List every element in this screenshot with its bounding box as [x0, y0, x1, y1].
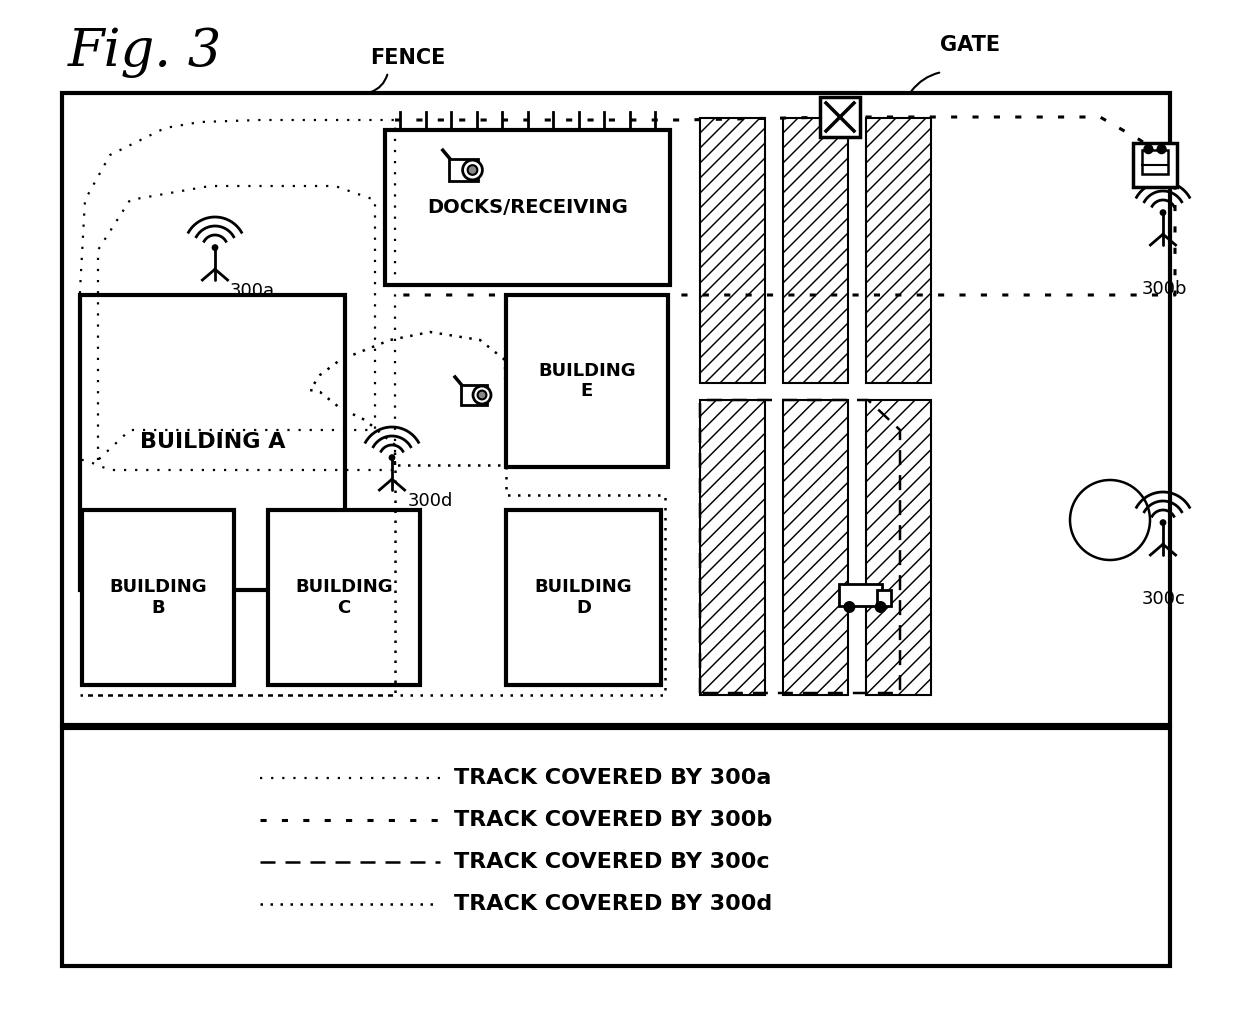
- FancyBboxPatch shape: [62, 728, 1171, 966]
- Circle shape: [467, 165, 477, 175]
- Text: GATE: GATE: [940, 35, 1001, 55]
- Circle shape: [1157, 145, 1166, 154]
- Circle shape: [1145, 145, 1153, 154]
- Text: BUILDING
C: BUILDING C: [295, 578, 393, 617]
- FancyBboxPatch shape: [701, 400, 765, 695]
- Circle shape: [463, 160, 482, 180]
- FancyBboxPatch shape: [384, 130, 670, 286]
- Text: BUILDING
E: BUILDING E: [538, 362, 636, 401]
- FancyBboxPatch shape: [449, 159, 477, 181]
- FancyBboxPatch shape: [1142, 150, 1168, 174]
- FancyBboxPatch shape: [866, 400, 931, 695]
- FancyBboxPatch shape: [461, 385, 487, 405]
- Text: BUILDING
D: BUILDING D: [534, 578, 632, 617]
- Circle shape: [875, 602, 885, 612]
- Text: FENCE: FENCE: [370, 48, 445, 68]
- Circle shape: [389, 455, 394, 460]
- Text: DOCKS/RECEIVING: DOCKS/RECEIVING: [427, 198, 627, 217]
- FancyBboxPatch shape: [701, 118, 765, 383]
- Text: TRACK COVERED BY 300a: TRACK COVERED BY 300a: [454, 768, 771, 788]
- FancyBboxPatch shape: [877, 591, 892, 606]
- FancyBboxPatch shape: [866, 118, 931, 383]
- FancyBboxPatch shape: [838, 584, 882, 606]
- Text: Fig. 3: Fig. 3: [68, 27, 222, 78]
- FancyBboxPatch shape: [81, 295, 345, 589]
- Text: 300a: 300a: [229, 282, 275, 300]
- FancyBboxPatch shape: [506, 510, 661, 685]
- Text: 300d: 300d: [408, 492, 454, 510]
- FancyBboxPatch shape: [1133, 143, 1177, 187]
- Circle shape: [477, 390, 486, 400]
- FancyBboxPatch shape: [782, 118, 848, 383]
- Text: 300c: 300c: [1142, 589, 1185, 608]
- FancyBboxPatch shape: [820, 97, 861, 137]
- Circle shape: [844, 602, 854, 612]
- Text: 300b: 300b: [1142, 280, 1188, 298]
- Circle shape: [472, 386, 491, 404]
- Circle shape: [212, 244, 218, 251]
- FancyBboxPatch shape: [268, 510, 420, 685]
- Circle shape: [1161, 210, 1166, 216]
- Text: TRACK COVERED BY 300d: TRACK COVERED BY 300d: [454, 893, 773, 914]
- Text: BUILDING A: BUILDING A: [140, 432, 285, 453]
- FancyBboxPatch shape: [782, 400, 848, 695]
- Circle shape: [1161, 520, 1166, 525]
- FancyBboxPatch shape: [82, 510, 234, 685]
- Text: TRACK COVERED BY 300c: TRACK COVERED BY 300c: [454, 852, 770, 872]
- FancyBboxPatch shape: [62, 93, 1171, 725]
- Text: BUILDING
B: BUILDING B: [109, 578, 207, 617]
- Circle shape: [1070, 480, 1149, 560]
- Text: TRACK COVERED BY 300b: TRACK COVERED BY 300b: [454, 810, 773, 830]
- FancyBboxPatch shape: [506, 295, 668, 467]
